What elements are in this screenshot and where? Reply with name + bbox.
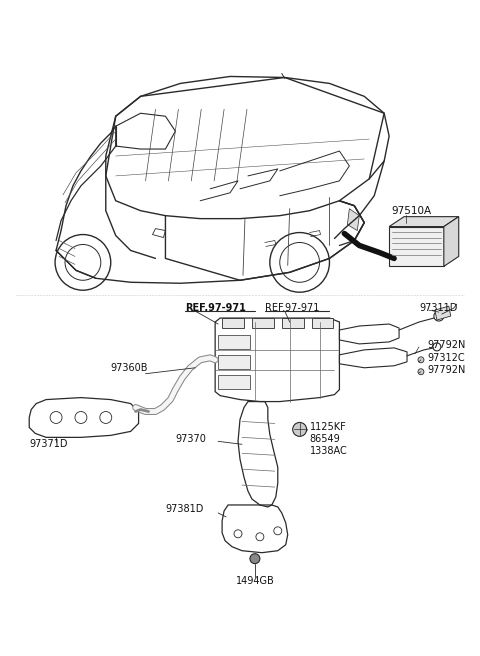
Polygon shape <box>282 318 304 328</box>
Text: 97311D: 97311D <box>419 303 457 313</box>
Text: 97792N: 97792N <box>427 365 465 375</box>
Text: 1338AC: 1338AC <box>310 446 348 457</box>
Circle shape <box>418 369 424 375</box>
Polygon shape <box>218 335 250 349</box>
Polygon shape <box>222 318 244 328</box>
Polygon shape <box>435 306 451 320</box>
Text: 97312C: 97312C <box>427 353 465 363</box>
Text: REF.97-971: REF.97-971 <box>185 303 246 313</box>
Polygon shape <box>389 226 444 266</box>
Circle shape <box>250 554 260 564</box>
Circle shape <box>418 357 424 363</box>
Text: 97360B: 97360B <box>111 363 148 373</box>
Polygon shape <box>444 216 459 266</box>
Polygon shape <box>218 355 250 369</box>
Text: 1125KF: 1125KF <box>310 422 347 432</box>
Text: 86549: 86549 <box>310 434 340 444</box>
Text: 97510A: 97510A <box>391 206 431 216</box>
Text: 97381D: 97381D <box>166 504 204 514</box>
Polygon shape <box>348 209 360 230</box>
Polygon shape <box>218 375 250 388</box>
Text: 97371D: 97371D <box>29 440 68 449</box>
Polygon shape <box>312 318 334 328</box>
Text: 1494GB: 1494GB <box>236 575 274 586</box>
Polygon shape <box>389 216 459 226</box>
Polygon shape <box>252 318 274 328</box>
Text: 97370: 97370 <box>175 434 206 444</box>
Circle shape <box>293 422 307 436</box>
Text: REF.97-971: REF.97-971 <box>265 303 319 313</box>
Text: 97792N: 97792N <box>427 340 465 350</box>
